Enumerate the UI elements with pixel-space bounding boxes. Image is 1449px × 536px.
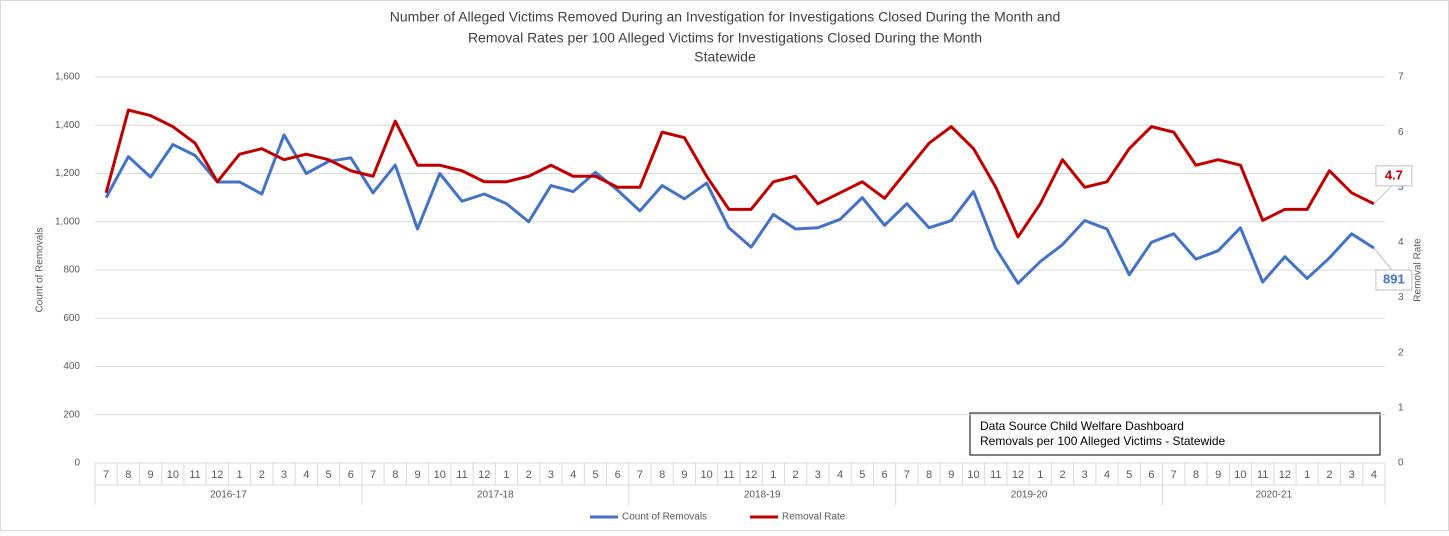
chart-title: Removal Rates per 100 Alleged Victims fo…	[468, 30, 982, 46]
x-tick-label: 5	[1126, 469, 1132, 481]
x-tick-label: 9	[148, 469, 154, 481]
x-tick-label: 1	[1304, 469, 1310, 481]
x-tick-label: 11	[189, 469, 200, 481]
x-tick-label: 12	[1012, 469, 1024, 481]
x-tick-label: 10	[967, 469, 979, 481]
x-tick-label: 7	[370, 469, 376, 481]
label-leader	[1373, 247, 1393, 271]
x-tick-label: 1	[770, 469, 776, 481]
x-tick-label: 12	[478, 469, 490, 481]
y2-tick-label: 0	[1398, 458, 1404, 469]
y-tick-label: 1,600	[55, 72, 80, 83]
y-tick-label: 1,400	[55, 120, 80, 131]
line-series	[104, 108, 1375, 239]
x-tick-label: 5	[325, 469, 331, 481]
x-tick-label: 6	[1148, 469, 1154, 481]
x-tick-label: 7	[904, 469, 910, 481]
x-tick-label: 11	[990, 469, 1001, 481]
x-tick-label: 11	[1257, 469, 1268, 481]
label-box	[1375, 269, 1413, 291]
x-tick-label: 9	[414, 469, 420, 481]
x-tick-label: 1	[1037, 469, 1043, 481]
x-tick-label: 12	[745, 469, 757, 481]
x-tick-label: 6	[348, 469, 354, 481]
y-axis-title: Count of Removals	[35, 227, 46, 312]
y2-tick-label: 2	[1398, 347, 1404, 358]
x-tick-label: 11	[456, 469, 467, 481]
x-tick-label: 12	[211, 469, 223, 481]
x-tick-label: 8	[125, 469, 131, 481]
y-tick-label: 200	[63, 409, 80, 420]
y2-tick-label: 5	[1398, 182, 1404, 193]
chart-title: Statewide	[694, 49, 756, 65]
y-tick-label: 1,000	[55, 216, 80, 227]
x-tick-label: 4	[1104, 469, 1110, 481]
x-tick-label: 3	[815, 469, 821, 481]
x-tick-label: 9	[1215, 469, 1221, 481]
legend-label: Removal Rate	[782, 512, 846, 523]
x-tick-label: 4	[303, 469, 309, 481]
x-tick-label: 7	[637, 469, 643, 481]
y-tick-label: 600	[63, 313, 80, 324]
x-tick-label: 2	[259, 469, 265, 481]
x-tick-label: 3	[548, 469, 554, 481]
y2-tick-label: 6	[1398, 127, 1404, 138]
y2-tick-label: 3	[1398, 292, 1404, 303]
x-tick-label: 9	[948, 469, 954, 481]
x-group-label: 2018-19	[744, 490, 781, 501]
x-tick-label: 5	[859, 469, 865, 481]
x-tick-label: 8	[659, 469, 665, 481]
x-tick-label: 3	[281, 469, 287, 481]
x-tick-label: 4	[1371, 469, 1377, 481]
x-tick-label: 10	[701, 469, 713, 481]
y2-tick-label: 1	[1398, 402, 1404, 413]
x-tick-label: 8	[926, 469, 932, 481]
x-tick-label: 12	[1279, 469, 1291, 481]
x-tick-label: 7	[1171, 469, 1177, 481]
label-box	[1375, 165, 1413, 187]
x-tick-label: 4	[837, 469, 843, 481]
legend-label: Count of Removals	[622, 512, 707, 523]
x-group-label: 2017-18	[477, 490, 514, 501]
x-tick-label: 10	[167, 469, 179, 481]
x-tick-label: 2	[526, 469, 532, 481]
y-tick-label: 400	[63, 361, 80, 372]
x-tick-label: 9	[681, 469, 687, 481]
y-tick-label: 800	[63, 265, 80, 276]
x-group-label: 2016-17	[210, 490, 247, 501]
note: Removals per 100 Alleged Victims - State…	[980, 434, 1226, 448]
x-tick-label: 1	[237, 469, 243, 481]
data-label: 4.7	[1385, 167, 1403, 182]
x-tick-label: 2	[1326, 469, 1332, 481]
x-tick-label: 6	[882, 469, 888, 481]
x-group-label: 2019-20	[1011, 490, 1048, 501]
y2-axis-title: Removal Rate	[1413, 238, 1424, 302]
x-tick-label: 1	[503, 469, 509, 481]
note: Data Source Child Welfare Dashboard	[980, 419, 1184, 433]
x-tick-label: 2	[793, 469, 799, 481]
x-tick-label: 3	[1349, 469, 1355, 481]
y2-tick-label: 4	[1398, 237, 1404, 248]
x-tick-label: 10	[1234, 469, 1246, 481]
x-tick-label: 11	[723, 469, 734, 481]
y-tick-label: 1,200	[55, 168, 80, 179]
x-tick-label: 10	[434, 469, 446, 481]
label-leader	[1373, 185, 1393, 205]
x-tick-label: 6	[615, 469, 621, 481]
x-tick-label: 5	[592, 469, 598, 481]
note-box	[969, 412, 1381, 456]
line-series	[104, 133, 1375, 285]
x-tick-label: 2	[1059, 469, 1065, 481]
data-label: 891	[1383, 271, 1405, 286]
x-tick-label: 7	[103, 469, 109, 481]
x-tick-label: 8	[1193, 469, 1199, 481]
y2-tick-label: 7	[1398, 72, 1404, 83]
x-tick-label: 4	[570, 469, 576, 481]
x-tick-label: 8	[392, 469, 398, 481]
y-tick-label: 0	[74, 458, 80, 469]
x-tick-label: 3	[1082, 469, 1088, 481]
chart-title: Number of Alleged Victims Removed During…	[390, 9, 1061, 25]
x-group-label: 2020-21	[1255, 490, 1292, 501]
